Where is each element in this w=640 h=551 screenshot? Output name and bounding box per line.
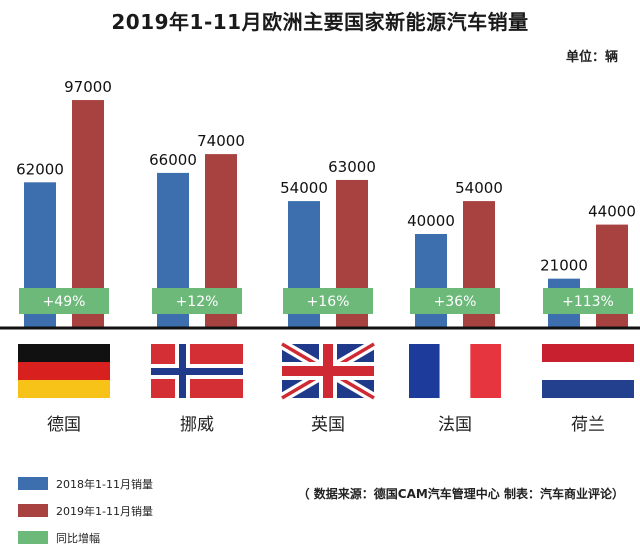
- country-label-4: 荷兰: [571, 415, 605, 435]
- legend-swatch-2019: [18, 504, 48, 517]
- uk-flag: [279, 339, 377, 403]
- growth-label-0: +49%: [43, 294, 86, 310]
- growth-label-2: +16%: [307, 294, 350, 310]
- legend-item-2019: 2019年1-11月销量: [18, 497, 153, 524]
- country-label-3: 法国: [438, 415, 472, 435]
- value-label-2019-1: 74000: [197, 132, 245, 150]
- growth-label-3: +36%: [434, 294, 477, 310]
- legend-label-2018: 2018年1-11月销量: [56, 477, 153, 491]
- value-label-2018-2: 54000: [280, 179, 328, 197]
- norway-flag: [151, 344, 243, 398]
- source-note: （ 数据来源：德国CAM汽车管理中心 制表：汽车商业评论）: [297, 487, 624, 501]
- value-label-2018-1: 66000: [149, 151, 197, 169]
- country-label-2: 英国: [311, 415, 345, 435]
- growth-band-3: [410, 288, 500, 314]
- france-flag: [409, 344, 501, 398]
- value-label-2018-0: 62000: [16, 160, 64, 178]
- value-label-2019-3: 54000: [455, 179, 503, 197]
- growth-label-1: +12%: [176, 294, 219, 310]
- growth-band-2: [283, 288, 373, 314]
- growth-label-4: +113%: [562, 294, 614, 310]
- value-label-2018-3: 40000: [407, 212, 455, 230]
- legend-swatch-2018: [18, 477, 48, 490]
- value-label-2019-0: 97000: [64, 78, 112, 96]
- chart-title: 2019年1-11月欧洲主要国家新能源汽车销量: [111, 10, 529, 34]
- legend: 2018年1-11月销量 2019年1-11月销量 同比增幅: [18, 470, 153, 551]
- legend-swatch-growth: [18, 531, 48, 544]
- value-label-2018-4: 21000: [540, 257, 588, 275]
- legend-label-2019: 2019年1-11月销量: [56, 504, 153, 518]
- legend-label-growth: 同比增幅: [56, 531, 100, 545]
- country-label-1: 挪威: [180, 415, 214, 435]
- legend-item-growth: 同比增幅: [18, 524, 153, 551]
- value-label-2019-2: 63000: [328, 158, 376, 176]
- growth-band-1: [152, 288, 242, 314]
- germany-flag: [18, 344, 110, 398]
- country-label-0: 德国: [47, 415, 81, 435]
- netherlands-flag: [542, 344, 634, 398]
- growth-band-0: [19, 288, 109, 314]
- bar-chart: 6200097000+49%德国6600074000+12%挪威54000630…: [0, 78, 640, 435]
- legend-item-2018: 2018年1-11月销量: [18, 470, 153, 497]
- growth-band-4: [543, 288, 633, 314]
- unit-label: 单位：辆: [565, 50, 618, 65]
- value-label-2019-4: 44000: [588, 203, 636, 221]
